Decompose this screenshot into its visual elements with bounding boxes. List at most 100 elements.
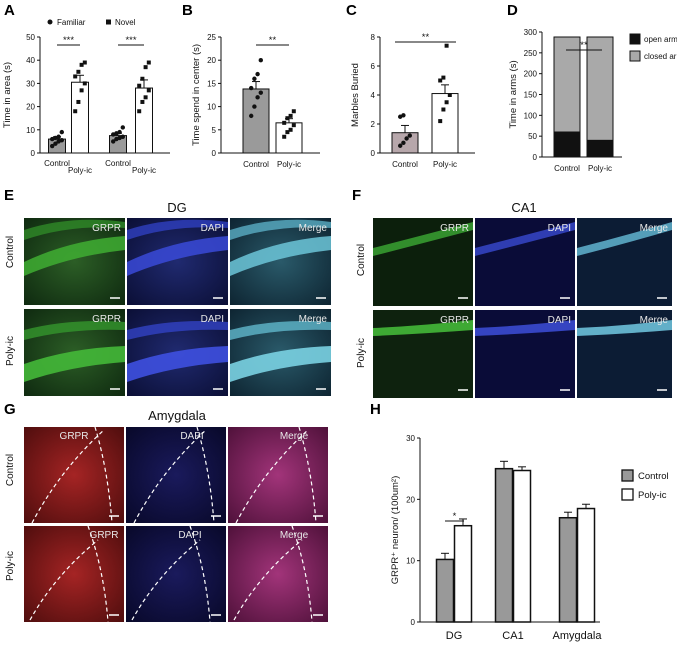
data-point [143, 95, 148, 100]
data-point [140, 76, 145, 81]
data-point [56, 134, 61, 139]
x-tick-label: Poly-ic [68, 166, 92, 175]
y-tick-label: 8 [371, 33, 376, 42]
ca1-pyramidal-layer [577, 320, 672, 336]
x-tick-label: CA1 [502, 630, 523, 642]
dg-granule-layer [230, 236, 331, 276]
dg-granule-layer [230, 346, 331, 382]
label-dapi: DAPI [548, 315, 571, 326]
data-point [249, 85, 254, 91]
data-point [441, 75, 446, 80]
label-merge: Merge [640, 315, 669, 326]
data-point [398, 143, 403, 148]
legend-marker-novel [106, 19, 111, 25]
panel-e-title: DG [167, 200, 187, 215]
legend-familiar: Familiar [57, 18, 86, 27]
boundary-line [87, 525, 109, 623]
data-point [285, 130, 290, 135]
significance-label: *** [63, 35, 74, 46]
data-point [140, 99, 145, 104]
data-point [291, 109, 296, 114]
significance-label: ** [580, 40, 588, 51]
label-merge: Merge [280, 431, 309, 442]
data-point [79, 62, 84, 67]
bar [453, 524, 473, 623]
data-point [59, 129, 64, 135]
bar [71, 81, 89, 154]
panel-g-title: Amygdala [148, 408, 207, 423]
x-tick-label: DG [446, 630, 463, 642]
x-tick-label: Control [105, 159, 131, 168]
label-merge: Merge [299, 314, 328, 325]
stacked-bar-segment [586, 139, 614, 158]
micrograph-amygdala-polyic-grpr [24, 526, 124, 622]
data-point [73, 109, 78, 114]
x-tick-label: Control [243, 160, 269, 169]
y-tick-label: 50 [26, 33, 35, 42]
boundary-line [94, 426, 113, 524]
legend-swatch [629, 33, 641, 45]
ca1-pyramidal-layer [475, 222, 575, 256]
label-grpr: GRPR [440, 223, 469, 234]
panel-letter-h: H [370, 401, 381, 418]
panel-f-row-control: Control [356, 244, 367, 276]
data-point [438, 119, 443, 124]
label-merge: Merge [640, 223, 669, 234]
panel-letter-b: B [182, 2, 193, 19]
significance-label: * [453, 511, 457, 522]
boundary-line [235, 429, 309, 524]
y-tick-label: 2 [371, 120, 376, 129]
dg-granule-layer [24, 346, 125, 382]
dg-granule-layer [127, 321, 228, 340]
data-point [401, 140, 406, 146]
panel-letter-a: A [4, 2, 15, 19]
label-grpr: GRPR [92, 314, 121, 325]
data-point [76, 99, 81, 104]
micrograph-amygdala-control-merge [228, 427, 328, 523]
y-tick-label: 25 [207, 33, 216, 42]
x-tick-label: Control [44, 159, 70, 168]
boundary-line [291, 525, 313, 623]
y-tick-label: 0 [371, 149, 376, 158]
chart-c: 0 2 4 6 8 Marbles Buried Control Poly-ic ** [350, 32, 475, 169]
data-point [82, 60, 87, 65]
boundary-line [29, 539, 99, 621]
dg-granule-layer [127, 346, 228, 382]
bar [512, 469, 532, 623]
y-tick-label: 0 [31, 149, 36, 158]
panel-g-images [24, 426, 328, 623]
y-tick-label: 10 [207, 103, 216, 112]
legend-label: Control [638, 471, 669, 482]
dg-granule-layer [24, 219, 125, 240]
label-grpr: GRPR [440, 315, 469, 326]
dg-granule-layer [230, 321, 331, 340]
data-point [258, 58, 263, 63]
panel-e-labels: GRPR DAPI Merge GRPR DAPI Merge [92, 223, 328, 390]
data-point [252, 104, 257, 109]
data-point [50, 143, 55, 149]
y-tick-label: 200 [524, 70, 538, 79]
panel-f-row-polyic: Poly-ic [356, 338, 367, 368]
panel-letter-f: F [352, 187, 361, 204]
boundary-line [196, 426, 215, 524]
x-tick-label: Poly-ic [588, 164, 612, 173]
y-tick-label: 0 [533, 153, 538, 162]
legend-marker-familiar [47, 19, 53, 25]
x-tick-label: Poly-ic [132, 166, 156, 175]
data-point [288, 113, 293, 118]
micrograph-amygdala-polyic-dapi [126, 526, 226, 622]
bar [576, 507, 596, 623]
dg-granule-layer [230, 219, 331, 240]
data-point [288, 127, 293, 132]
label-grpr: GRPR [90, 530, 119, 541]
x-tick-label: Poly-ic [433, 160, 457, 169]
ca1-pyramidal-layer [373, 222, 473, 256]
boundary-line [298, 426, 317, 524]
data-point [117, 129, 122, 135]
micrograph-amygdala-control-dapi [126, 427, 226, 523]
label-merge: Merge [299, 223, 328, 234]
y-axis-label: GRPR⁺ neuron/ (100um²) [390, 476, 401, 585]
chart-a: 0 10 20 30 40 50 Time in area (s) Control *** Con… [2, 18, 170, 175]
panel-e-row-polyic: Poly-ic [5, 336, 16, 366]
legend-label: open arms [644, 35, 677, 44]
